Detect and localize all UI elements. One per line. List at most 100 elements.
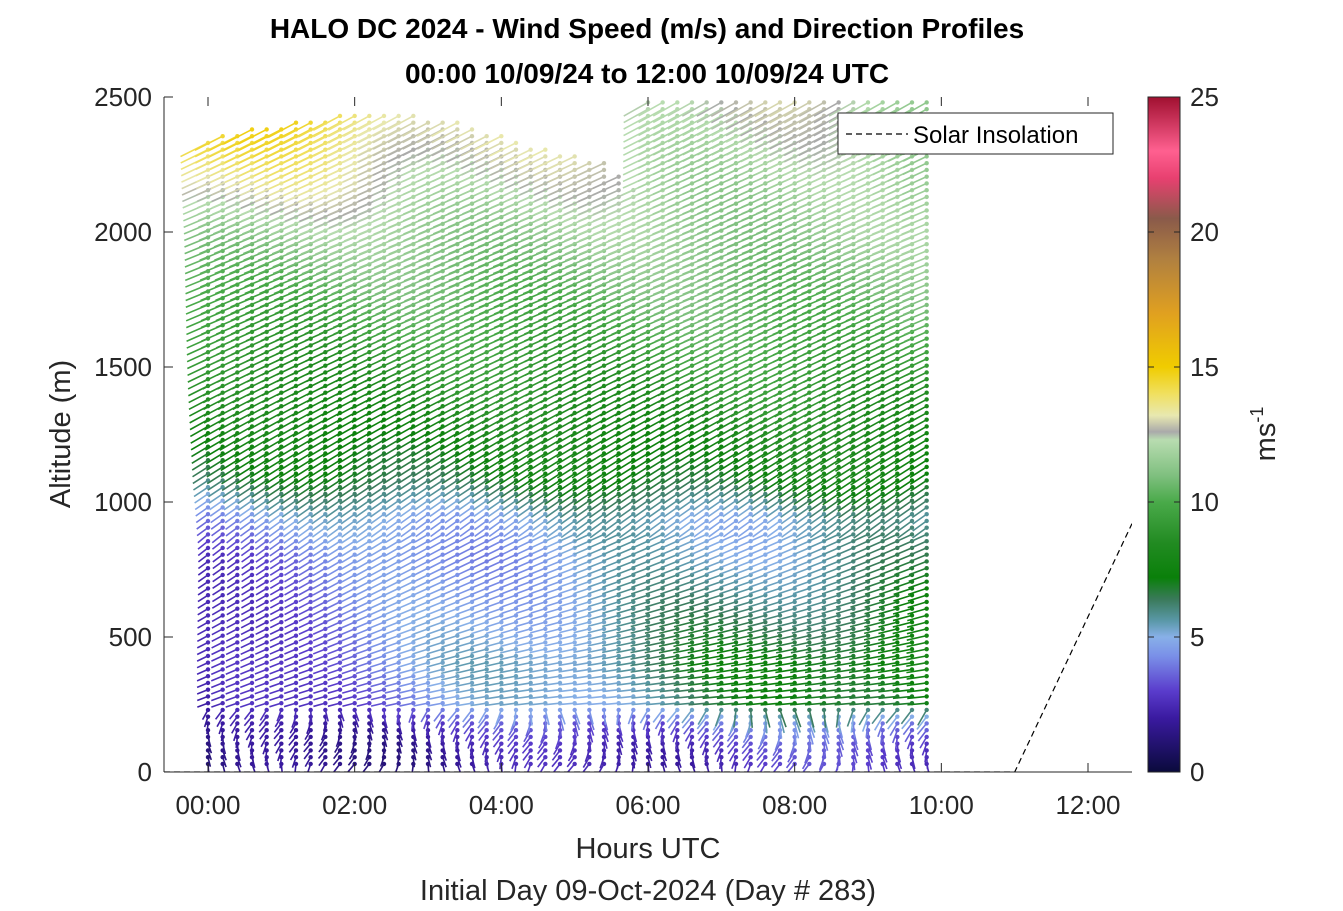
wind-vector-shaft (264, 472, 282, 486)
wind-vector-point (308, 579, 313, 584)
wind-vector-point (205, 599, 211, 605)
wind-vector-shaft (277, 439, 297, 452)
wind-vector-point (293, 552, 299, 557)
wind-vector-point (469, 565, 475, 571)
wind-vector-point (205, 484, 211, 490)
wind-vector-point (557, 619, 563, 625)
wind-vector-point (220, 538, 225, 544)
wind-vector-shaft (248, 432, 268, 445)
wind-vector-point (205, 498, 211, 503)
wind-vector-point (205, 559, 211, 564)
wind-vector-point (543, 633, 548, 638)
wind-vector-point (572, 754, 577, 760)
wind-vector-point (411, 518, 416, 524)
wind-vector-point (308, 707, 313, 713)
wind-vector-shaft (240, 540, 253, 550)
wind-vector-point (499, 727, 504, 733)
wind-vector-point (499, 619, 504, 625)
wind-vector-shaft (223, 128, 253, 145)
wind-vector-shaft (269, 547, 282, 557)
wind-vector-point (440, 721, 445, 726)
wind-vector-point (264, 127, 269, 132)
wind-vector-point (572, 532, 577, 537)
wind-vector-shaft (234, 445, 253, 458)
wind-vector-point (235, 667, 240, 672)
wind-vector-point (323, 700, 328, 706)
wind-vector-point (513, 727, 519, 733)
wind-vector-point (264, 727, 269, 733)
wind-vector-point (381, 660, 387, 665)
wind-vector-point (205, 748, 211, 753)
wind-vector-point (411, 525, 416, 530)
plot-area (164, 97, 1132, 772)
wind-vector-point (381, 525, 387, 530)
wind-vector-point (279, 741, 284, 746)
wind-vector-point (513, 741, 519, 746)
wind-vector-point (249, 660, 255, 665)
wind-vector-point (499, 707, 504, 713)
wind-vector-point (499, 552, 504, 557)
wind-vector-point (469, 721, 475, 726)
wind-vector-point (249, 498, 255, 503)
wind-vector-shaft (269, 560, 282, 570)
wind-vector-point (235, 552, 240, 557)
wind-vector-shaft (220, 466, 238, 478)
wind-vector-point (411, 667, 416, 672)
wind-vector-point (337, 613, 343, 618)
wind-vector-point (220, 484, 225, 490)
wind-vector-point (308, 626, 313, 632)
wind-vector-point (293, 545, 299, 551)
wind-vector-shaft (239, 527, 253, 537)
wind-vector-point (308, 640, 313, 645)
wind-vector-point (455, 667, 460, 672)
wind-vector-point (293, 592, 299, 598)
wind-vector-point (249, 538, 255, 544)
wind-vector-shaft (282, 527, 297, 538)
wind-vector-point (293, 626, 299, 632)
wind-vector-point (469, 646, 475, 652)
wind-vector-point (425, 714, 431, 719)
wind-vector-point (235, 498, 240, 503)
wind-vector-point (279, 667, 284, 672)
wind-vector-point (337, 748, 343, 753)
wind-vector-point (205, 586, 211, 591)
wind-vector-point (249, 606, 255, 611)
wind-vector-point (528, 606, 533, 611)
wind-vector-point (293, 565, 299, 571)
wind-vector-point (528, 619, 533, 625)
wind-vector-shaft (218, 412, 238, 424)
wind-vector-point (469, 640, 475, 645)
wind-vector-point (352, 754, 357, 760)
wind-vector-point (249, 532, 255, 537)
wind-vector-point (264, 626, 269, 632)
wind-vector-shaft (221, 479, 238, 492)
wind-vector-point (235, 680, 240, 686)
wind-vector-point (308, 660, 313, 665)
wind-vector-point (411, 680, 416, 686)
wind-vector-point (205, 619, 211, 625)
wind-vector-point (220, 687, 225, 692)
wind-vector-point (352, 113, 357, 119)
wind-vector-point (337, 680, 343, 686)
wind-vector-point (499, 525, 504, 530)
wind-vector-point (220, 721, 225, 726)
wind-vector-shaft (195, 506, 209, 517)
wind-vector-shaft (277, 412, 297, 424)
wind-vector-point (455, 127, 460, 132)
wind-vector-point (249, 734, 255, 740)
wind-vector-shaft (239, 513, 253, 524)
wind-vector-point (279, 511, 284, 517)
wind-vector-shaft (278, 466, 297, 479)
wind-vector-point (455, 646, 460, 652)
wind-vector-point (323, 532, 328, 537)
wind-vector-point (308, 673, 313, 679)
wind-vector-point (528, 613, 533, 618)
wind-vector-shaft (281, 499, 297, 512)
wind-vector-point (264, 579, 269, 584)
wind-vector-point (484, 660, 489, 665)
wind-vector-point (235, 599, 240, 605)
wind-vector-shaft (249, 459, 268, 472)
wind-vector-point (279, 633, 284, 638)
wind-vector-point (308, 687, 313, 692)
wind-vector-point (484, 714, 489, 719)
